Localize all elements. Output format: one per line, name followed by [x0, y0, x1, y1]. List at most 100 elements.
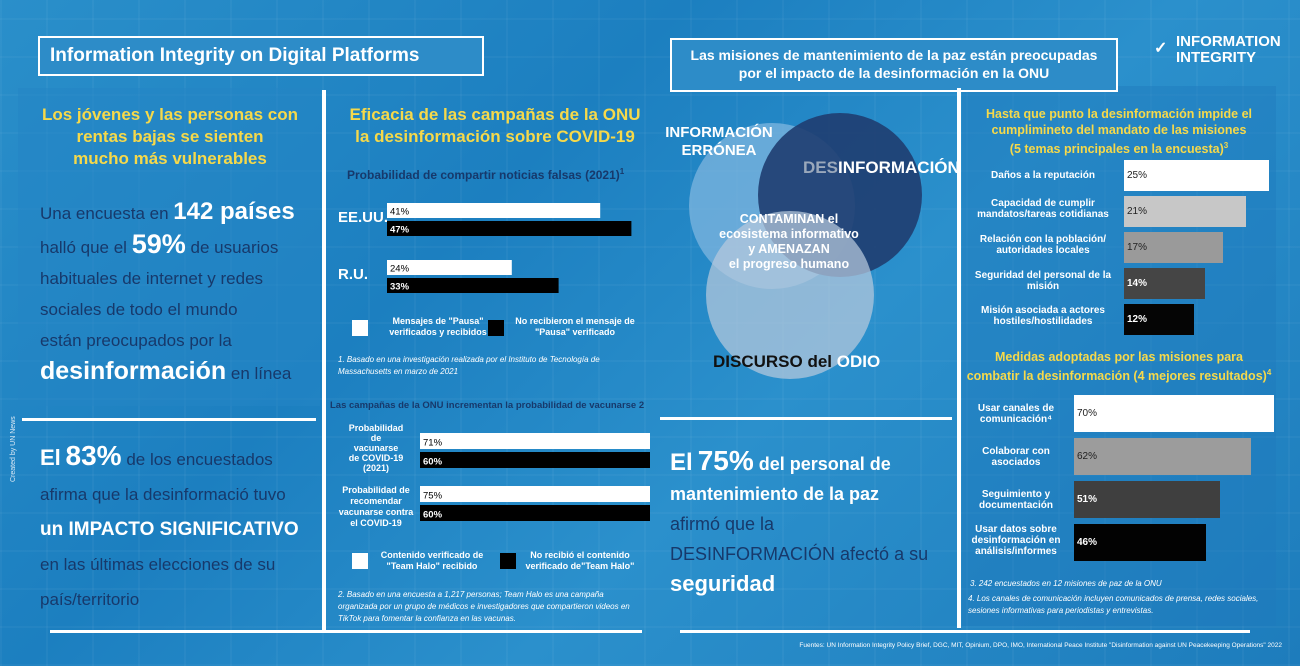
bar-value-label: 47% [390, 225, 410, 236]
legend1-white-swatch [352, 320, 368, 336]
logo-line2: INTEGRITY [1176, 49, 1257, 66]
note3: 3. 242 encuestados en 12 misiones de paz… [970, 579, 1162, 588]
note2: 2. Basado en una encuesta a 1,217 person… [338, 590, 630, 623]
right-h1-line1: Hasta que punto la desinformación impide… [985, 107, 1252, 121]
mid-heading-line2: la desinformación sobre COVID-19 [355, 127, 635, 146]
bar [1124, 304, 1194, 335]
bar [420, 505, 650, 521]
p2-c: de los encuestados [126, 450, 273, 469]
category-label: R.U. [338, 266, 368, 283]
right-h1-sup: 3 [1223, 141, 1229, 150]
p1-c: halló que el [40, 238, 127, 257]
bar [420, 433, 650, 449]
category-label: Colaborar con asociados [982, 446, 1050, 468]
legend2-white-swatch [352, 553, 368, 569]
category-label: Probabilidad [349, 423, 404, 433]
bar-value-label: 60% [423, 457, 443, 468]
category-label: recomendar [350, 496, 402, 506]
divider-center-mid [660, 417, 952, 420]
note4: 4. Los canales de comunicación incluyen … [968, 594, 1259, 615]
information-integrity-logo: ✓ INFORMATION INTEGRITY [1152, 33, 1281, 66]
category-label: EE.UU. [338, 209, 388, 226]
right-heading-2: Medidas adoptadas por las misiones para … [962, 349, 1276, 384]
p1-a: Una encuesta en [40, 204, 169, 223]
chart4-container: Usar canales de comunicación⁴ 70% Colabora… [968, 393, 1275, 565]
legend2-black-swatch [500, 553, 516, 569]
chart3-container: Daños a la reputación 25% Capacidad de cum… [968, 158, 1274, 338]
p2-a: El [40, 445, 61, 470]
legend1-white-label: Mensajes de "Pausa" verificados y recibi… [389, 316, 487, 337]
venn-center-1: CONTAMINAN el [739, 212, 839, 226]
category-label: Usar datos sobre desinformación en análi… [971, 524, 1061, 557]
bar-value-label: 62% [1077, 450, 1098, 462]
bar-value-label: 17% [1127, 241, 1148, 253]
venn-c2-a: DES [803, 158, 838, 177]
category-label: vacunarse contra [339, 507, 415, 517]
p2-f: en las últimas elecciones de su [40, 555, 276, 574]
p1-h: están preocupados por la [40, 331, 232, 350]
check-icon: ✓ [1154, 40, 1168, 57]
bar-value-label: 70% [1077, 407, 1098, 419]
bar-value-label: 41% [390, 207, 410, 218]
chart1-svg: EE.UU. 41% 47% R.U. 24% 33% [338, 203, 632, 293]
bar [1074, 524, 1206, 561]
category-label: de [371, 433, 382, 443]
bar [1124, 160, 1269, 191]
bar [1074, 481, 1220, 518]
legend1-black-label: No recibieron el mensaje de "Pausa" veri… [515, 316, 635, 337]
left-heading: Los jóvenes y las personas con rentas ba… [22, 104, 318, 170]
bar [1124, 268, 1206, 299]
left-paragraph-1: Una encuesta en 142 países halló que el … [40, 196, 320, 389]
venn-center-text: CONTAMINAN el ecosistema informativo y A… [705, 212, 873, 272]
bar [387, 278, 559, 293]
divider-left-mid [22, 418, 316, 421]
venn-label-hate-speech: DISCURSO del ODIO [713, 352, 880, 372]
category-label: Seguridad del personal de la misión [974, 270, 1112, 292]
bar [1124, 196, 1246, 227]
venn-c3-a: DISCURSO [713, 352, 803, 371]
divider-right [957, 88, 961, 628]
category-label: Daños a la reputación [991, 170, 1095, 181]
p1-f: habituales de internet y redes [40, 269, 264, 288]
legend2-white-label: Contenido verificado de "Team Halo" reci… [380, 550, 484, 571]
peace-title-line1: Las misiones de mantenimiento de la paz … [690, 47, 1098, 63]
bar-value-label: 51% [1077, 493, 1098, 505]
left-heading-line2: rentas bajas se sienten [76, 127, 264, 146]
venn-center-3: y AMENAZAN [748, 242, 830, 256]
venn-center-2: ecosistema informativo [719, 227, 859, 241]
bar [1074, 438, 1252, 475]
category-label: Seguimiento y documentación [979, 489, 1053, 511]
left-heading-line1: Los jóvenes y las personas con [41, 105, 299, 124]
venn-c1-line2: ERRÓNEA [681, 142, 757, 159]
peace-title-line2: por el impacto de la desinformación en l… [738, 65, 1050, 81]
divider-left [322, 90, 326, 630]
legend1-black-swatch [488, 320, 504, 336]
category-label: de COVID-19 [349, 453, 404, 463]
bar [420, 452, 650, 468]
bar [387, 260, 512, 275]
p2-impact: un IMPACTO SIGNIFICATIVO [40, 519, 299, 540]
bc-d: mantenimiento de la paz [670, 484, 880, 504]
bar [387, 203, 601, 218]
category-label: el COVID-19 [350, 518, 402, 528]
bc-h: seguridad [670, 571, 776, 596]
peace-title-box: Las misiones de mantenimiento de la paz … [670, 38, 1118, 92]
venn-circle-hate-speech [706, 211, 874, 379]
bc-a: El [670, 449, 693, 476]
bar-value-label: 12% [1127, 313, 1148, 325]
divider-bottom-left [50, 630, 642, 633]
bar-value-label: 60% [423, 510, 443, 521]
bar [420, 486, 650, 502]
divider-bottom-right [680, 630, 1250, 633]
venn-label-misinformation: INFORMACIÓN ERRÓNEA [664, 124, 774, 160]
p2-percent: 83% [65, 440, 122, 471]
right-h2-line1: Medidas adoptadas por las misiones para [995, 350, 1243, 364]
left-paragraph-2: El 83% de los encuestados afirma que la … [40, 438, 325, 617]
chart1-title-text: Probabilidad de compartir noticias falsa… [347, 168, 620, 182]
category-label: Probabilidad de [342, 485, 410, 495]
right-heading-1: Hasta que punto la desinformación impide… [962, 106, 1276, 157]
p2-g: país/territorio [40, 590, 140, 609]
mid-heading-line1: Eficacia de las campañas de la ONU [349, 105, 641, 124]
